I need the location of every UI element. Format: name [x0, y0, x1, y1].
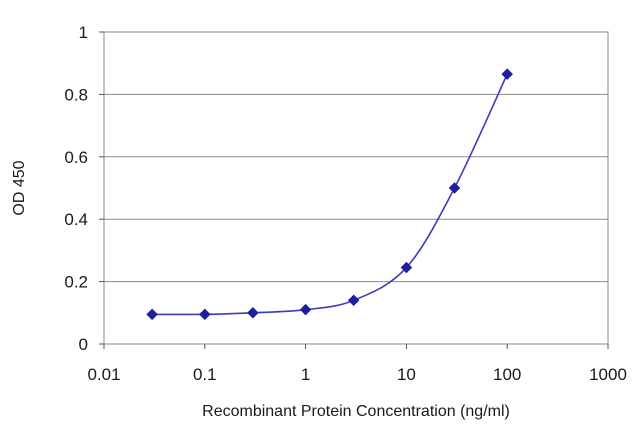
x-tick-label: 0.01 — [87, 365, 120, 384]
y-tick-label: 0 — [79, 335, 88, 354]
y-tick-label: 0.2 — [64, 273, 88, 292]
x-tick-label: 1 — [301, 365, 310, 384]
x-axis-title: Recombinant Protein Concentration (ng/ml… — [202, 403, 510, 420]
axes: 0 0.2 0.4 0.6 0.8 1 0.01 0.1 1 10 100 1000 — [64, 23, 627, 384]
plot-area — [103, 31, 609, 345]
data-point — [146, 308, 158, 321]
y-tick-label: 0.8 — [64, 85, 88, 104]
x-tick-label: 0.1 — [193, 365, 217, 384]
data-point — [400, 261, 413, 274]
x-tick-label: 100 — [493, 365, 521, 384]
x-tick-label: 10 — [397, 365, 416, 384]
data-point — [448, 182, 461, 194]
data-point — [299, 303, 312, 316]
y-tick-label: 1 — [79, 23, 88, 42]
data-series — [146, 68, 514, 321]
data-point — [347, 294, 360, 307]
y-tick-label: 0.6 — [64, 148, 88, 167]
data-point — [198, 308, 211, 321]
y-axis-title: OD 450 — [11, 160, 28, 215]
data-point — [247, 306, 259, 319]
data-point — [501, 68, 514, 80]
x-tick-label: 1000 — [589, 365, 627, 384]
gridlines — [104, 93, 608, 283]
y-tick-label: 0.4 — [64, 210, 88, 229]
